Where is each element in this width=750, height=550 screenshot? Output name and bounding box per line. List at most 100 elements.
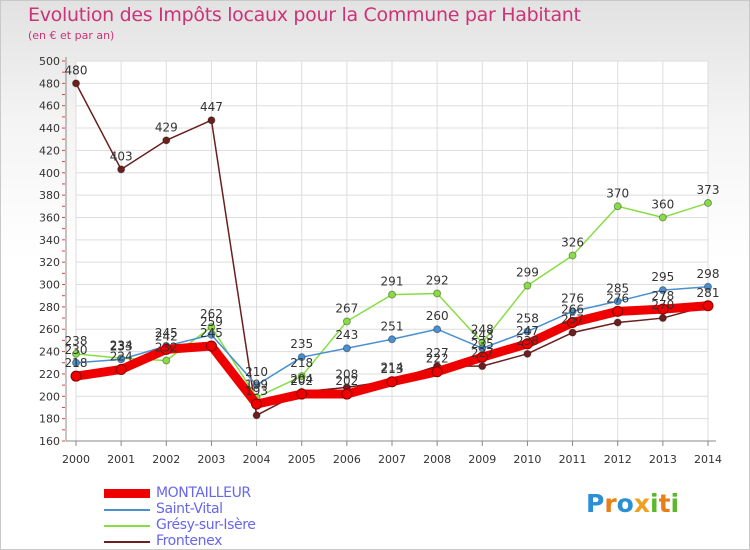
data-label: 373 — [697, 183, 720, 197]
data-label: 267 — [335, 301, 358, 315]
data-label: 480 — [65, 63, 88, 77]
data-label: 403 — [110, 149, 133, 163]
y-tick-label: 280 — [39, 301, 60, 314]
data-label: 235 — [471, 337, 494, 351]
x-tick-label: 2005 — [288, 453, 316, 466]
data-label: 243 — [335, 328, 358, 342]
y-tick-label: 240 — [39, 346, 60, 359]
data-point — [658, 213, 667, 222]
y-tick-label: 300 — [39, 279, 60, 292]
data-label: 232 — [155, 341, 178, 355]
data-point — [523, 349, 532, 358]
y-tick-label: 220 — [39, 368, 60, 381]
data-label: 248 — [471, 323, 494, 337]
x-tick-label: 2014 — [694, 453, 722, 466]
data-point — [704, 198, 712, 207]
x-tick-label: 2012 — [604, 453, 632, 466]
data-label: 262 — [200, 307, 223, 321]
y-tick-label: 360 — [39, 211, 60, 224]
data-point — [117, 165, 126, 174]
data-point — [704, 282, 712, 291]
data-label: 238 — [516, 334, 539, 348]
data-point — [252, 411, 261, 420]
data-label: 291 — [381, 275, 404, 289]
data-point — [523, 281, 532, 290]
data-point — [341, 388, 353, 400]
data-point — [613, 318, 622, 327]
x-tick-label: 2009 — [468, 453, 496, 466]
data-point — [568, 307, 577, 316]
logo-letter: i — [670, 489, 680, 518]
data-point — [252, 381, 261, 390]
data-label: 245 — [200, 326, 223, 340]
legend-label: Grésy-sur-Isère — [156, 517, 256, 533]
y-tick-label: 380 — [39, 189, 60, 202]
data-point — [523, 327, 532, 336]
data-label: 242 — [155, 329, 178, 343]
data-label: 233 — [110, 339, 133, 353]
data-point — [613, 297, 622, 306]
legend-swatch — [104, 525, 150, 527]
logo-letter: t — [658, 489, 671, 518]
data-point — [70, 370, 82, 382]
data-label: 326 — [561, 235, 584, 249]
data-label: 210 — [245, 365, 268, 379]
y-tick-label: 200 — [39, 390, 60, 403]
proxiti-logo: Proxiti — [586, 489, 679, 518]
data-label: 259 — [200, 315, 223, 329]
data-label: 447 — [200, 100, 223, 114]
data-point — [702, 300, 714, 312]
x-tick-label: 2007 — [378, 453, 406, 466]
data-point — [297, 353, 306, 362]
data-point — [658, 314, 667, 323]
data-label: 199 — [245, 377, 268, 391]
data-point — [342, 344, 351, 353]
legend-label: Frontenex — [156, 533, 222, 549]
data-label: 230 — [65, 343, 88, 357]
data-point — [478, 362, 487, 371]
x-tick-label: 2001 — [107, 453, 135, 466]
data-label: 295 — [651, 270, 674, 284]
data-label: 227 — [426, 346, 449, 360]
data-point — [342, 317, 351, 326]
data-label: 292 — [426, 273, 449, 287]
data-label: 238 — [65, 334, 88, 348]
x-tick-label: 2000 — [62, 453, 90, 466]
data-point — [521, 338, 533, 350]
data-label: 193 — [245, 384, 268, 398]
data-point — [72, 358, 80, 367]
data-point — [160, 343, 172, 355]
data-label: 235 — [290, 337, 313, 351]
x-tick-label: 2008 — [423, 453, 451, 466]
data-label: 429 — [155, 120, 178, 134]
y-tick-label: 420 — [39, 144, 60, 157]
data-label: 213 — [381, 362, 404, 376]
y-tick-label: 180 — [39, 413, 60, 426]
data-label: 266 — [561, 303, 584, 317]
data-label: 202 — [290, 374, 313, 388]
logo-letter: P — [586, 489, 605, 518]
legend-label: MONTAILLEUR — [156, 485, 251, 501]
data-label: 276 — [561, 291, 584, 305]
logo-letter: r — [604, 489, 617, 518]
x-tick-label: 2006 — [333, 453, 361, 466]
data-label: 202 — [335, 374, 358, 388]
logo-letter: x — [633, 489, 650, 518]
data-label: 247 — [516, 324, 539, 338]
legend-swatch — [104, 541, 150, 543]
data-label: 218 — [290, 356, 313, 370]
data-point — [207, 330, 216, 339]
data-point — [117, 355, 126, 364]
chart-title: Evolution des Impôts locaux pour la Comm… — [28, 4, 581, 26]
data-label: 370 — [606, 186, 629, 200]
legend-swatch — [104, 489, 150, 498]
data-label: 270 — [651, 298, 674, 312]
data-point — [658, 286, 667, 295]
logo-letter: i — [650, 489, 659, 518]
logo-letter: o — [616, 489, 634, 518]
y-tick-label: 260 — [39, 323, 60, 336]
data-label: 285 — [606, 281, 629, 295]
x-tick-label: 2010 — [513, 453, 541, 466]
data-point — [72, 79, 80, 88]
